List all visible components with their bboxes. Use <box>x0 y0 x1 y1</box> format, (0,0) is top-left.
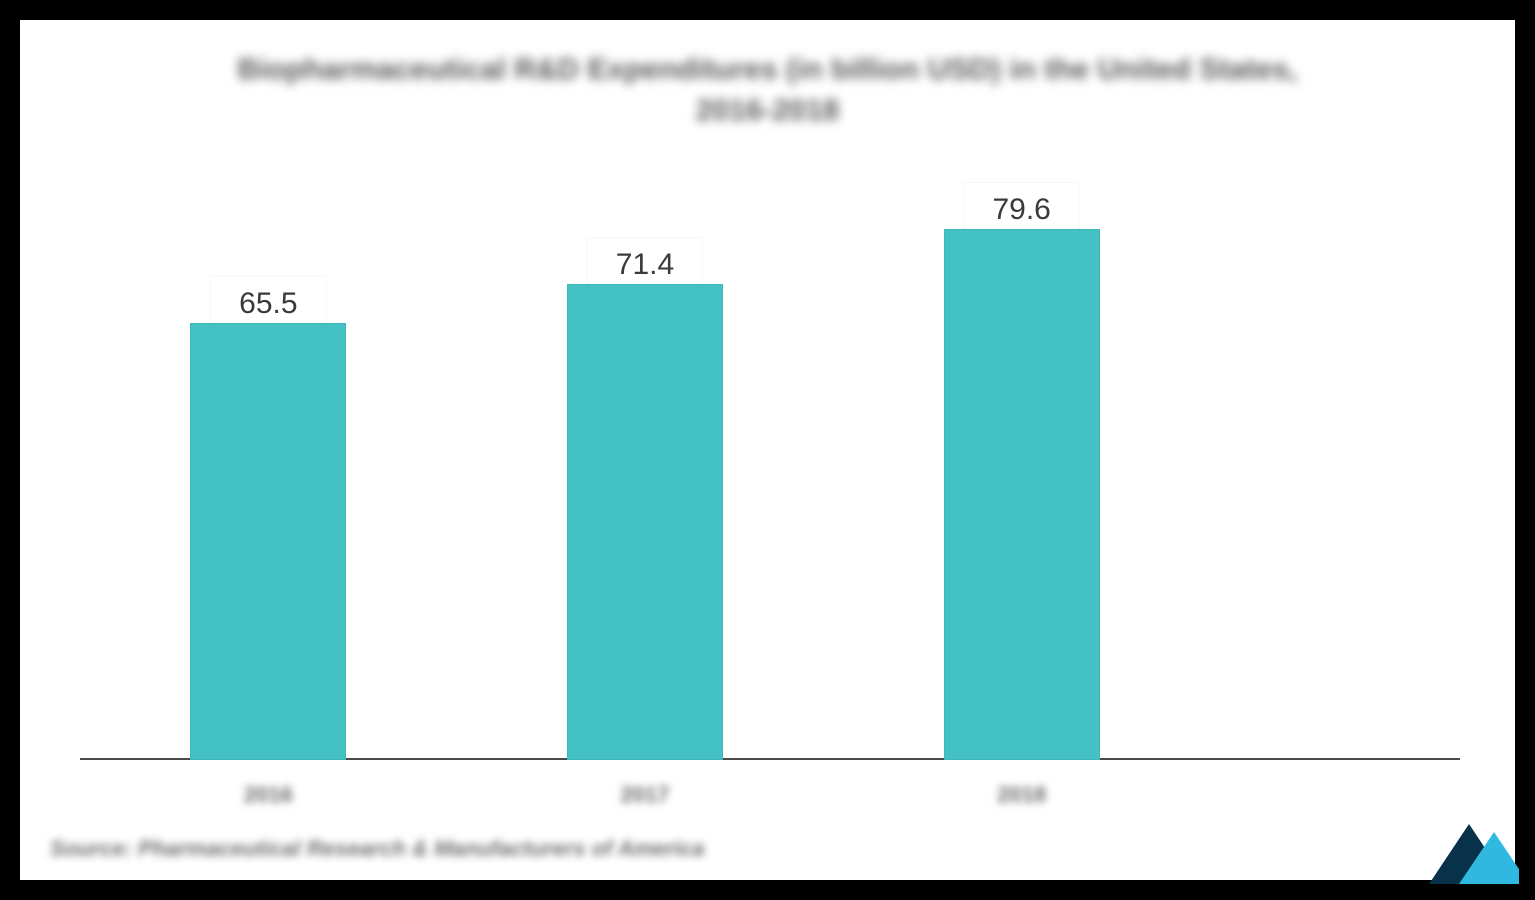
x-axis-labels: 2016 2017 2018 <box>80 782 1210 808</box>
brand-logo-icon <box>1399 814 1519 884</box>
chart-title: Biopharmaceutical R&D Expenditures (in b… <box>20 50 1515 131</box>
bar-slot: 79.6 <box>833 160 1210 760</box>
source-attribution: Source: Pharmaceutical Research & Manufa… <box>50 836 705 862</box>
bar-slot: 65.5 <box>80 160 457 760</box>
bar <box>944 229 1100 760</box>
x-axis-label: 2017 <box>457 782 834 808</box>
x-axis-label: 2016 <box>80 782 457 808</box>
bar-slot: 71.4 <box>457 160 834 760</box>
bar <box>567 284 723 760</box>
x-axis-label: 2018 <box>833 782 1210 808</box>
plot-area: 65.5 71.4 79.6 <box>80 160 1210 760</box>
bar <box>190 323 346 760</box>
bars-container: 65.5 71.4 79.6 <box>80 160 1210 760</box>
chart-canvas: Biopharmaceutical R&D Expenditures (in b… <box>20 20 1515 880</box>
